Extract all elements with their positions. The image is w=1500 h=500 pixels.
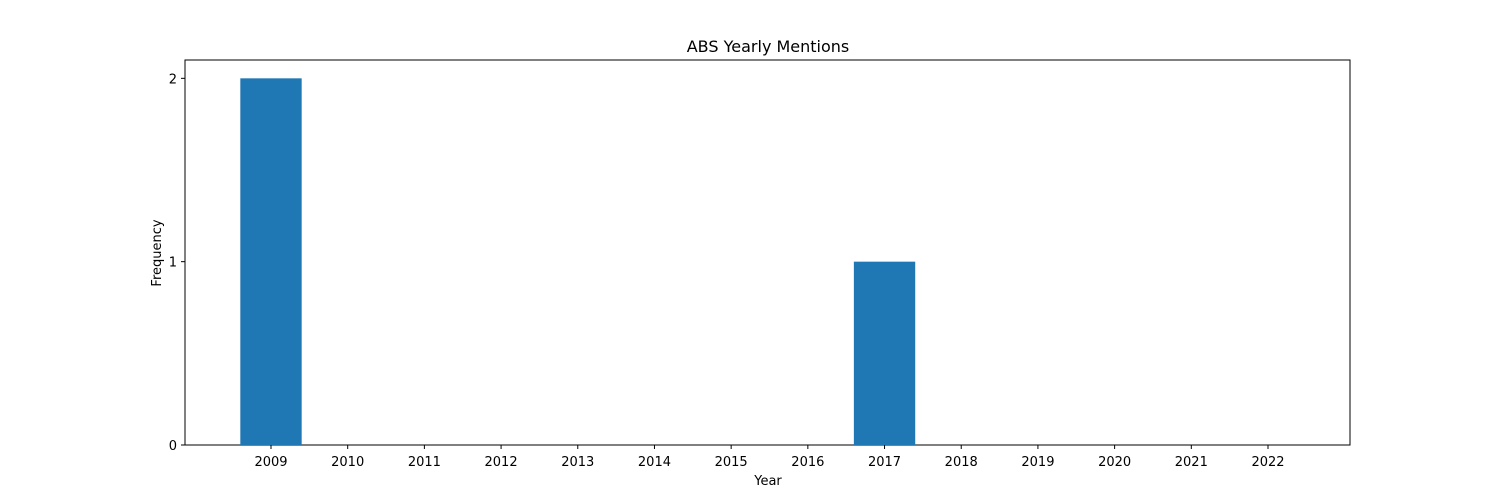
x-axis-ticks: 2009 2010 2011 2012 2013 2014 2015 2016 2017 2018… xyxy=(254,445,1285,470)
x-tick-label: 2022 xyxy=(1251,455,1284,470)
chart-title: ABS Yearly Mentions xyxy=(687,37,850,56)
x-tick-label: 2021 xyxy=(1175,455,1208,470)
x-tick-label: 2020 xyxy=(1098,455,1131,470)
x-tick-label: 2017 xyxy=(868,455,901,470)
x-tick-label: 2019 xyxy=(1021,455,1054,470)
x-tick-label: 2015 xyxy=(715,455,748,470)
y-tick-label: 0 xyxy=(169,439,177,454)
x-tick-label: 2010 xyxy=(331,455,364,470)
y-axis-label: Frequency xyxy=(150,219,165,286)
x-tick-label: 2013 xyxy=(561,455,594,470)
x-tick-label: 2012 xyxy=(485,455,518,470)
bars-group xyxy=(240,78,916,445)
x-tick-label: 2009 xyxy=(254,455,287,470)
x-tick-label: 2018 xyxy=(945,455,978,470)
x-tick-label: 2011 xyxy=(408,455,441,470)
plot-area-frame xyxy=(184,59,1351,446)
bar-2017 xyxy=(853,261,916,445)
bar-2009 xyxy=(240,78,302,445)
x-tick-label: 2014 xyxy=(638,455,671,470)
y-tick-label: 2 xyxy=(169,72,177,87)
y-axis-ticks: 0 1 2 xyxy=(169,72,185,454)
y-tick-label: 1 xyxy=(169,256,177,271)
x-axis-label: Year xyxy=(753,474,782,489)
x-tick-label: 2016 xyxy=(791,455,824,470)
